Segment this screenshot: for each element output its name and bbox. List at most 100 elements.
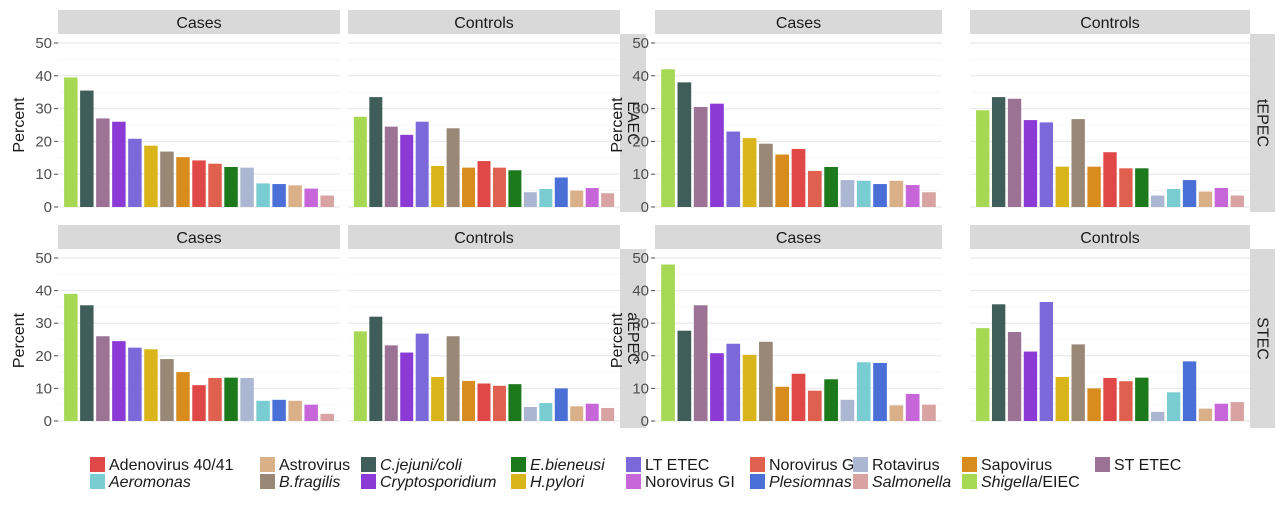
strip-label-tepec-cases: Cases xyxy=(776,15,821,32)
bar-aepec-cases-0 xyxy=(64,293,78,421)
bar-tepec-cases-10 xyxy=(824,166,838,207)
legend-label-e-bieneusi: E.bieneusi xyxy=(530,457,605,474)
bar-aepec-controls-9 xyxy=(492,385,506,421)
bar-stec-controls-0 xyxy=(976,328,990,421)
y-tick-label: 0 xyxy=(44,413,52,430)
strip-label-eaec-cases: Cases xyxy=(176,15,221,32)
bar-eaec-cases-11 xyxy=(240,167,254,207)
bar-tepec-cases-5 xyxy=(742,138,757,207)
bar-aepec-cases-3 xyxy=(112,341,126,421)
legend-label-cryptosporidium: Cryptosporidium xyxy=(380,474,496,491)
legend-label-rotavirus: Rotavirus xyxy=(872,457,940,474)
bar-stec-controls-9 xyxy=(1119,381,1133,421)
y-tick-label: 10 xyxy=(35,166,52,183)
bar-tepec-cases-11 xyxy=(840,180,855,207)
bar-aepec-controls-4 xyxy=(415,333,429,421)
bar-aepec-cases-7 xyxy=(176,372,190,421)
y-tick-label: 20 xyxy=(632,133,649,150)
bar-stec-controls-16 xyxy=(1230,402,1244,421)
bar-tepec-controls-2 xyxy=(1007,98,1022,207)
y-tick-label: 10 xyxy=(632,380,649,397)
bar-stec-controls-4 xyxy=(1039,302,1054,421)
bar-stec-controls-7 xyxy=(1087,388,1101,421)
bar-stec-cases-8 xyxy=(791,373,806,421)
y-tick-label: 0 xyxy=(44,199,52,216)
bar-stec-cases-9 xyxy=(807,390,822,421)
bar-stec-cases-6 xyxy=(759,341,773,421)
legend-key-sapovirus xyxy=(962,457,977,472)
strip-stec-controls xyxy=(970,225,1250,249)
bar-tepec-cases-14 xyxy=(889,180,904,207)
legend-label-b-fragilis: B.fragilis xyxy=(279,474,340,491)
bar-tepec-controls-13 xyxy=(1182,180,1197,207)
bar-aepec-cases-16 xyxy=(320,413,334,421)
bar-aepec-controls-0 xyxy=(353,331,367,421)
bar-stec-controls-3 xyxy=(1023,351,1038,421)
legend-label-adenovirus-40-41: Adenovirus 40/41 xyxy=(109,457,234,474)
bar-aepec-controls-10 xyxy=(508,384,522,421)
bar-eaec-cases-5 xyxy=(144,145,158,207)
legend-key-adenovirus-40-41 xyxy=(90,457,105,472)
bar-eaec-cases-13 xyxy=(272,184,286,207)
legend-label-c-jejuni-coli: C.jejuni/coli xyxy=(380,457,462,474)
bar-eaec-controls-0 xyxy=(353,116,367,207)
bar-tepec-controls-14 xyxy=(1198,191,1213,207)
legend-key-shigella-eiec xyxy=(962,474,977,489)
legend-key-lt-etec xyxy=(626,457,641,472)
bar-eaec-controls-15 xyxy=(585,187,599,207)
strip-label-stec-controls: Controls xyxy=(1080,230,1140,247)
bar-eaec-cases-15 xyxy=(304,188,318,207)
strip-aepec-controls xyxy=(348,225,620,249)
bar-tepec-cases-3 xyxy=(710,103,724,207)
bar-stec-cases-13 xyxy=(873,362,887,421)
y-tick-label: 50 xyxy=(35,250,52,267)
bar-eaec-controls-16 xyxy=(601,193,615,207)
legend-key-aeromonas xyxy=(90,474,105,489)
bar-eaec-cases-3 xyxy=(112,121,126,207)
legend-label-aeromonas: Aeromonas xyxy=(108,474,191,491)
bar-stec-cases-16 xyxy=(922,404,936,421)
y-tick-label: 10 xyxy=(632,166,649,183)
bar-eaec-cases-1 xyxy=(80,90,94,207)
legend-key-e-bieneusi xyxy=(511,457,526,472)
bar-aepec-controls-13 xyxy=(554,388,568,421)
strip-tepec-cases xyxy=(655,10,942,34)
bar-eaec-controls-5 xyxy=(431,166,445,207)
bar-eaec-controls-7 xyxy=(462,167,476,207)
legend-key-st-etec xyxy=(1095,457,1110,472)
row-strip-aepec xyxy=(620,249,646,428)
bar-aepec-controls-11 xyxy=(523,406,537,421)
bar-stec-controls-14 xyxy=(1198,408,1213,421)
bar-aepec-controls-16 xyxy=(601,407,615,421)
legend-key-norovirus-gi xyxy=(626,474,641,489)
bar-eaec-controls-1 xyxy=(369,97,383,207)
bar-eaec-controls-6 xyxy=(446,128,460,207)
bar-tepec-cases-8 xyxy=(791,148,806,207)
y-tick-label: 30 xyxy=(632,315,649,332)
y-tick-label: 20 xyxy=(632,348,649,365)
bar-stec-cases-7 xyxy=(775,386,790,421)
bar-aepec-cases-15 xyxy=(304,404,318,421)
legend-label-h-pylori: H.pylori xyxy=(530,474,585,491)
bar-tepec-cases-13 xyxy=(873,184,887,207)
legend-label-sapovirus: Sapovirus xyxy=(981,457,1052,474)
bar-aepec-controls-12 xyxy=(539,403,553,421)
y-axis-title: Percent xyxy=(609,97,626,153)
bar-aepec-controls-3 xyxy=(400,352,414,421)
y-tick-label: 20 xyxy=(35,133,52,150)
bar-eaec-cases-12 xyxy=(256,183,270,207)
bar-tepec-controls-3 xyxy=(1023,120,1038,207)
bar-aepec-controls-5 xyxy=(431,376,445,421)
bar-aepec-controls-2 xyxy=(384,345,398,421)
bar-stec-controls-6 xyxy=(1071,344,1085,421)
bar-eaec-cases-4 xyxy=(128,138,142,207)
bar-eaec-cases-10 xyxy=(224,166,238,207)
y-tick-label: 30 xyxy=(35,315,52,332)
bar-stec-cases-10 xyxy=(824,379,838,421)
bar-stec-controls-12 xyxy=(1166,392,1181,421)
bar-aepec-cases-4 xyxy=(128,347,142,421)
bar-tepec-controls-10 xyxy=(1135,168,1149,207)
bar-tepec-controls-12 xyxy=(1166,188,1181,207)
bar-aepec-cases-9 xyxy=(208,377,222,421)
strip-eaec-cases xyxy=(58,10,340,34)
